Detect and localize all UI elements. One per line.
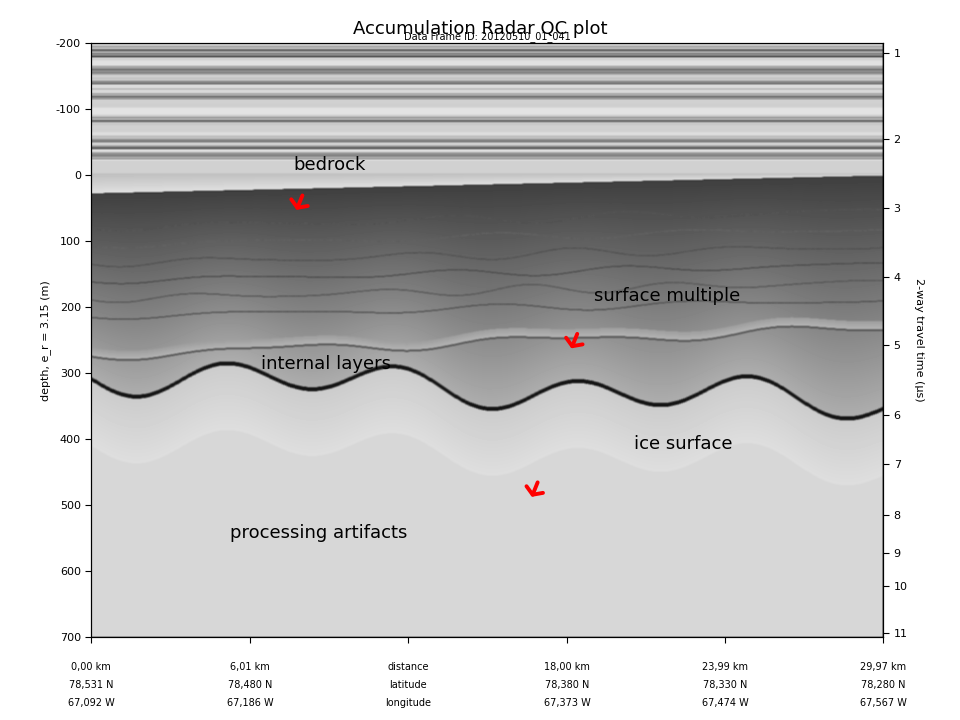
Text: 67,567 W: 67,567 W <box>860 698 906 708</box>
Text: longitude: longitude <box>385 698 431 708</box>
Text: surface multiple: surface multiple <box>594 287 740 305</box>
Text: bedrock: bedrock <box>293 156 366 174</box>
Text: 67,373 W: 67,373 W <box>543 698 590 708</box>
Text: 78,380 N: 78,380 N <box>544 680 589 690</box>
Title: Data Frame ID: 20120510_01_041: Data Frame ID: 20120510_01_041 <box>404 31 570 42</box>
Text: latitude: latitude <box>390 680 427 690</box>
Text: 67,186 W: 67,186 W <box>227 698 274 708</box>
Text: 67,092 W: 67,092 W <box>68 698 114 708</box>
Text: 23,99 km: 23,99 km <box>702 662 748 672</box>
Text: 18,00 km: 18,00 km <box>544 662 589 672</box>
Text: 67,474 W: 67,474 W <box>702 698 749 708</box>
Text: 29,97 km: 29,97 km <box>860 662 906 672</box>
Text: 78,480 N: 78,480 N <box>228 680 273 690</box>
Text: 6,01 km: 6,01 km <box>230 662 270 672</box>
Text: 78,280 N: 78,280 N <box>861 680 905 690</box>
Text: processing artifacts: processing artifacts <box>229 524 407 542</box>
Text: 78,330 N: 78,330 N <box>703 680 747 690</box>
Text: 78,531 N: 78,531 N <box>69 680 113 690</box>
Text: ice surface: ice surface <box>634 435 732 453</box>
Text: internal layers: internal layers <box>261 355 392 373</box>
Y-axis label: 2-way travel time (μs): 2-way travel time (μs) <box>914 279 924 402</box>
Text: Accumulation Radar QC plot: Accumulation Radar QC plot <box>352 20 608 38</box>
Text: 0,00 km: 0,00 km <box>71 662 111 672</box>
Text: distance: distance <box>388 662 429 672</box>
Y-axis label: depth, e_r = 3.15 (m): depth, e_r = 3.15 (m) <box>40 280 52 400</box>
